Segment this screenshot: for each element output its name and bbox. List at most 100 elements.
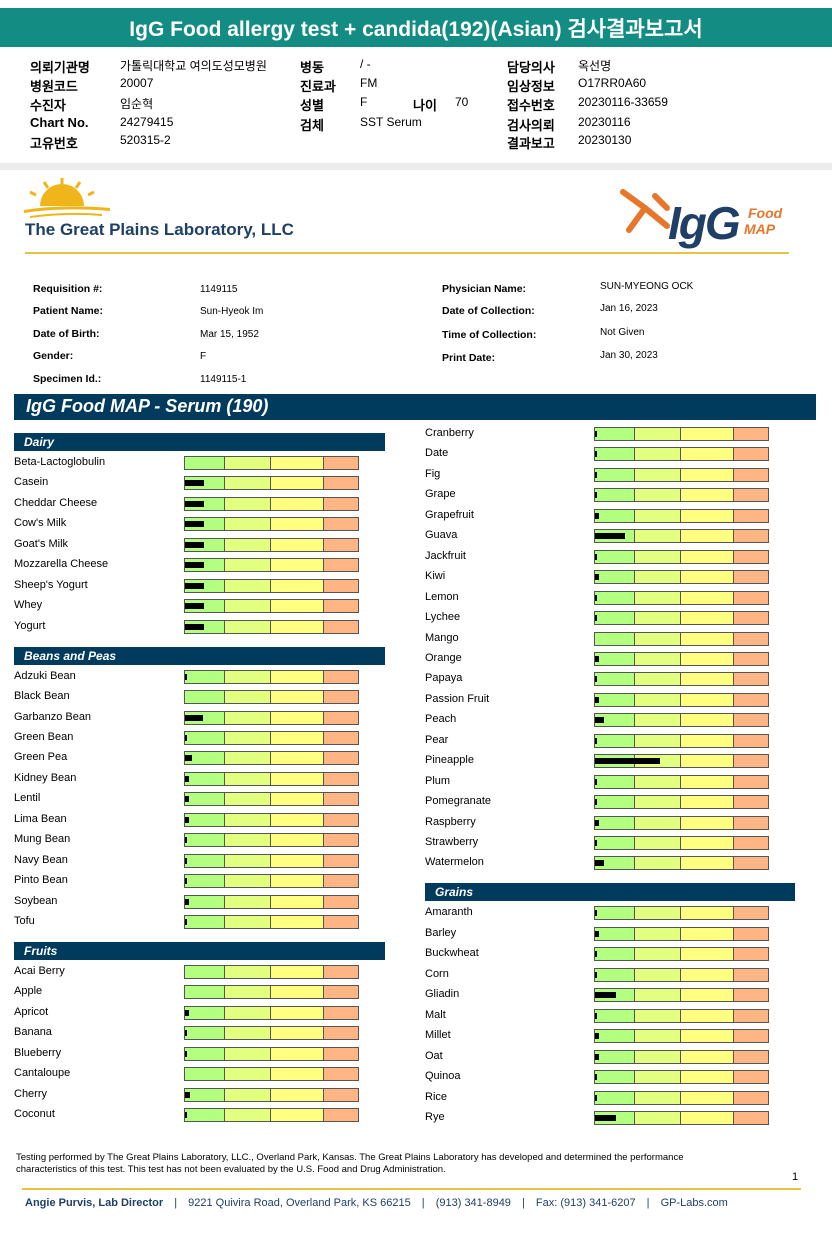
result-track <box>594 467 769 482</box>
track-zone <box>185 752 225 765</box>
section-title: Beans and Peas <box>24 648 117 663</box>
track-zone <box>595 448 635 461</box>
result-track <box>594 692 769 707</box>
track-zone <box>324 711 359 724</box>
result-bar <box>185 673 187 680</box>
track-zone <box>224 538 272 551</box>
track-zone <box>185 457 225 469</box>
track-zone <box>271 986 325 999</box>
track-zone <box>595 509 635 522</box>
food-name: Pinto Bean <box>14 874 68 887</box>
result-track <box>184 710 359 725</box>
divider <box>25 252 789 254</box>
track-zone <box>271 600 325 613</box>
track-zone <box>634 489 682 502</box>
food-name: Watermelon <box>425 856 484 869</box>
track-zone <box>681 927 735 940</box>
result-track <box>184 669 359 684</box>
track-zone <box>185 986 225 999</box>
track-zone <box>324 966 359 978</box>
result-track <box>594 672 769 687</box>
track-zone <box>324 477 359 490</box>
result-bar <box>185 541 205 548</box>
track-zone <box>271 579 325 592</box>
track-zone <box>185 813 225 826</box>
food-name: Guava <box>425 529 458 542</box>
track-zone <box>224 875 272 888</box>
patient-label: Requisition #: <box>33 283 103 295</box>
result-bar <box>595 971 597 978</box>
food-name: Adzuki Bean <box>14 669 76 682</box>
track-zone <box>734 968 769 981</box>
track-zone <box>681 989 735 1002</box>
food-name: Buckwheat <box>425 947 479 960</box>
result-bar <box>595 758 660 765</box>
header-label: 병동 <box>300 60 324 75</box>
patient-label: Patient Name: <box>33 305 104 317</box>
track-zone <box>681 837 735 849</box>
track-zone <box>324 600 359 613</box>
track-zone <box>595 1050 635 1063</box>
track-zone <box>595 693 635 706</box>
result-bar <box>185 623 205 630</box>
header-value: 20230130 <box>578 133 632 147</box>
track-zone <box>595 796 635 809</box>
header-label: 의뢰기관명 <box>30 60 90 75</box>
result-bar <box>595 1074 597 1081</box>
track-zone <box>734 816 769 829</box>
result-bar <box>595 512 599 519</box>
track-zone <box>734 468 769 481</box>
result-track <box>594 906 769 921</box>
track-zone <box>271 916 325 928</box>
track-zone <box>271 752 325 765</box>
result-track <box>184 853 359 868</box>
track-zone <box>224 966 272 978</box>
patient-label: Date of Birth: <box>33 328 100 340</box>
track-zone <box>734 612 769 625</box>
food-name: Barley <box>425 926 457 939</box>
track-zone <box>634 591 682 604</box>
result-track <box>184 730 359 745</box>
result-bar <box>595 860 604 867</box>
track-zone <box>634 693 682 706</box>
track-zone <box>224 559 272 572</box>
track-zone <box>681 968 735 981</box>
track-zone <box>271 620 325 633</box>
result-bar <box>595 1033 599 1040</box>
track-zone <box>185 731 225 744</box>
food-name: Lima Bean <box>14 812 67 825</box>
result-bar <box>185 1030 187 1037</box>
track-zone <box>185 854 225 867</box>
track-zone <box>734 907 769 920</box>
track-zone <box>271 772 325 785</box>
header-value: 임순혁 <box>120 97 154 111</box>
track-zone <box>271 854 325 867</box>
track-zone <box>271 966 325 978</box>
result-bar <box>595 840 597 846</box>
track-zone <box>681 775 735 788</box>
food-name: Navy Bean <box>14 853 68 866</box>
result-bar <box>595 930 599 937</box>
food-name: Garbanzo Bean <box>14 710 92 723</box>
food-name: Tofu <box>14 915 35 927</box>
track-zone <box>634 1009 682 1022</box>
track-zone <box>185 670 225 683</box>
result-track <box>184 751 359 766</box>
track-zone <box>224 1047 272 1060</box>
food-name: Lentil <box>14 792 41 805</box>
track-zone <box>324 620 359 633</box>
header-value: 520315-2 <box>120 133 171 147</box>
result-bar <box>185 1112 187 1119</box>
food-name: Blueberry <box>14 1046 62 1059</box>
result-track <box>594 1049 769 1064</box>
track-zone <box>324 916 359 928</box>
separator: | <box>171 1197 181 1209</box>
track-zone <box>224 670 272 683</box>
track-zone <box>681 591 735 604</box>
track-zone <box>224 731 272 744</box>
brand-igg: IgG <box>668 197 741 249</box>
track-zone <box>634 714 682 727</box>
track-zone <box>324 670 359 683</box>
result-track <box>594 947 769 962</box>
food-name: Green Bean <box>14 730 74 743</box>
